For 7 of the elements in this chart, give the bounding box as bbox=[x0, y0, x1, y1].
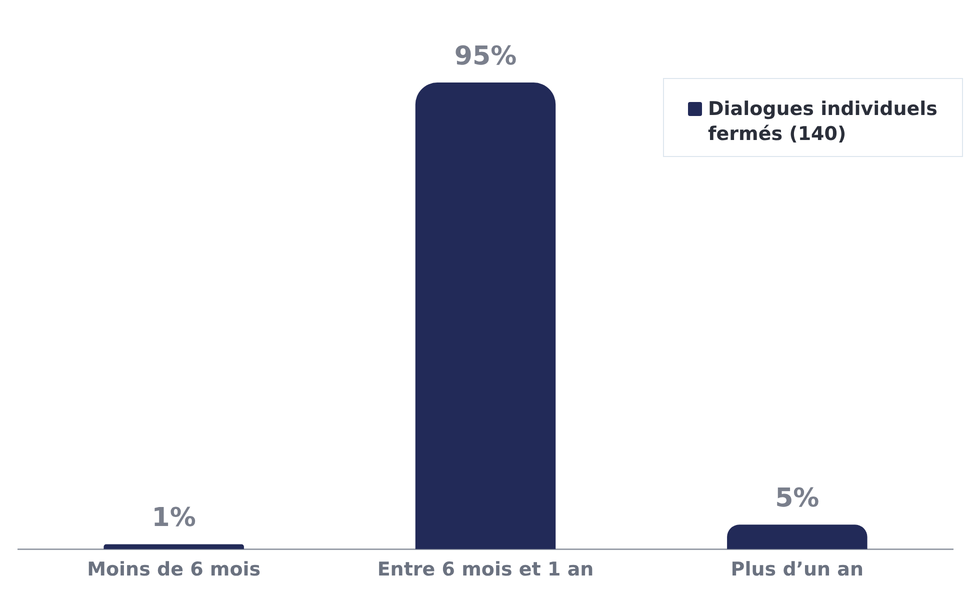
x-tick-label: Entre 6 mois et 1 an bbox=[377, 558, 594, 581]
data-label: 1% bbox=[152, 503, 196, 534]
x-tick-label: Plus d’un an bbox=[730, 558, 864, 581]
data-label: 95% bbox=[454, 41, 517, 72]
data-label: 5% bbox=[775, 483, 820, 514]
x-tick-label: Moins de 6 mois bbox=[87, 558, 261, 581]
legend-label: Dialogues individuels fermés (140) bbox=[708, 97, 938, 146]
